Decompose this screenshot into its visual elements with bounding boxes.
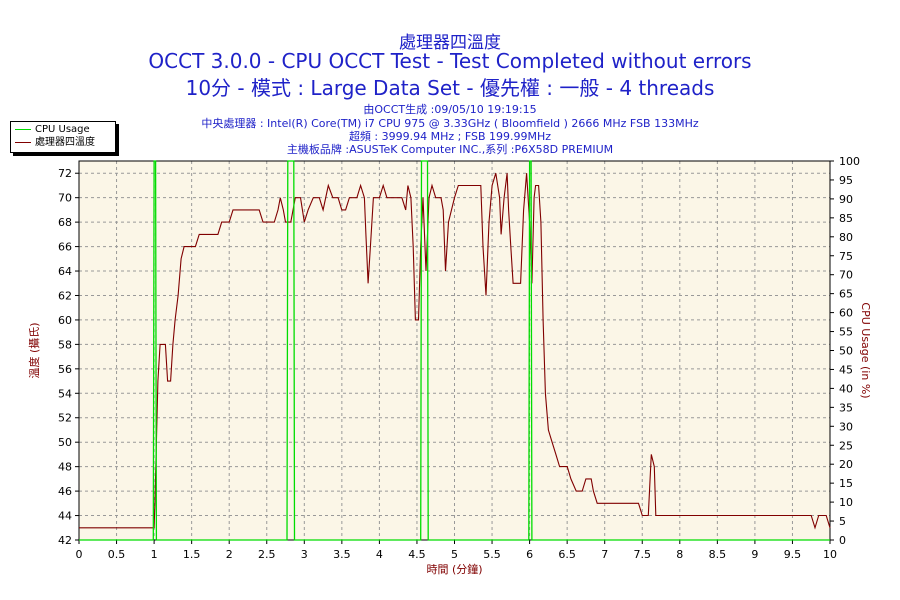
y-left-tick-label: 46 <box>58 485 72 498</box>
x-axis-label: 時間 (分鐘) <box>426 562 482 576</box>
y-axis-right-label: CPU Usage (in %) <box>859 302 872 398</box>
x-tick-label: 2.5 <box>258 548 276 561</box>
y-left-tick-label: 54 <box>58 387 72 400</box>
y-left-tick-label: 58 <box>58 338 72 351</box>
y-right-tick-label: 25 <box>839 439 853 452</box>
legend-label-cpu-usage: CPU Usage <box>35 124 90 135</box>
y-right-tick-label: 95 <box>839 174 853 187</box>
info-generated: 由OCCT生成 :09/05/10 19:19:15 <box>363 103 537 116</box>
y-left-tick-label: 44 <box>58 510 72 523</box>
y-axis-left-label: 溫度 (攝氏) <box>27 322 41 378</box>
x-tick-label: 4 <box>376 548 383 561</box>
y-right-tick-label: 40 <box>839 382 853 395</box>
legend-item-cpu-usage: CPU Usage <box>15 124 90 136</box>
y-right-tick-label: 90 <box>839 193 853 206</box>
x-tick-label: 7.5 <box>634 548 652 561</box>
y-left-tick-label: 52 <box>58 412 72 425</box>
x-tick-label: 5.5 <box>483 548 501 561</box>
y-right-tick-label: 30 <box>839 420 853 433</box>
legend-swatch-temp <box>15 141 31 143</box>
y-right-tick-label: 35 <box>839 401 853 414</box>
plot-area <box>79 161 830 540</box>
y-right-tick-label: 5 <box>839 515 846 528</box>
x-tick-label: 7 <box>601 548 608 561</box>
ticks: 0 0.5 1 1.5 2 2.5 3 3.5 4 4.5 5 5.5 6 6.5 7 7.5 8 8.5 9 9.5… <box>58 155 860 561</box>
x-tick-label: 6.5 <box>558 548 576 561</box>
y-left-tick-label: 42 <box>58 534 72 547</box>
y-left-tick-label: 60 <box>58 314 72 327</box>
y-left-tick-label: 66 <box>58 241 72 254</box>
y-right-tick-label: 70 <box>839 269 853 282</box>
x-tick-label: 4.5 <box>408 548 426 561</box>
y-right-tick-label: 50 <box>839 345 853 358</box>
chart-subtitle-2: 10分 - 模式 : Large Data Set - 優先權 : 一般 - 4… <box>185 76 715 100</box>
y-right-tick-label: 0 <box>839 534 846 547</box>
x-tick-label: 1.5 <box>183 548 201 561</box>
x-tick-label: 8 <box>676 548 683 561</box>
x-tick-label: 3 <box>301 548 308 561</box>
y-left-tick-label: 48 <box>58 461 72 474</box>
legend-item-temp: 處理器四溫度 <box>15 137 95 149</box>
legend-swatch-cpu-usage <box>15 128 31 130</box>
y-right-tick-label: 80 <box>839 231 853 244</box>
x-tick-label: 9 <box>751 548 758 561</box>
chart-title: 處理器四溫度 <box>399 33 501 53</box>
y-right-tick-label: 10 <box>839 496 853 509</box>
y-right-tick-label: 55 <box>839 326 853 339</box>
x-tick-label: 10 <box>823 548 837 561</box>
y-left-tick-label: 68 <box>58 216 72 229</box>
x-tick-label: 1 <box>151 548 158 561</box>
y-right-tick-label: 45 <box>839 363 853 376</box>
series-lines <box>79 160 831 541</box>
info-cpu: 中央處理器 : Intel(R) Core(TM) i7 CPU 975 @ 3… <box>201 117 699 130</box>
x-tick-label: 0.5 <box>108 548 126 561</box>
y-right-tick-label: 60 <box>839 307 853 320</box>
y-right-tick-label: 75 <box>839 250 853 263</box>
x-tick-label: 6 <box>526 548 533 561</box>
x-tick-label: 2 <box>226 548 233 561</box>
series-line-cpu-usage <box>79 160 830 541</box>
y-left-tick-label: 56 <box>58 363 72 376</box>
y-right-tick-label: 15 <box>839 477 853 490</box>
y-right-tick-label: 65 <box>839 288 853 301</box>
x-tick-label: 5 <box>451 548 458 561</box>
legend: CPU Usage 處理器四溫度 <box>10 121 116 153</box>
y-left-tick-label: 72 <box>58 167 72 180</box>
y-left-tick-label: 64 <box>58 265 72 278</box>
x-tick-label: 3.5 <box>333 548 351 561</box>
y-right-tick-label: 100 <box>839 155 860 168</box>
x-tick-label: 9.5 <box>784 548 802 561</box>
y-left-tick-label: 62 <box>58 289 72 302</box>
x-tick-label: 8.5 <box>709 548 727 561</box>
chart-subtitle-1: OCCT 3.0.0 - CPU OCCT Test - Test Comple… <box>148 49 752 73</box>
y-left-tick-label: 50 <box>58 436 72 449</box>
info-overclock: 超頻 : 3999.94 MHz ; FSB 199.99MHz <box>348 130 552 143</box>
x-tick-label: 0 <box>76 548 83 561</box>
y-right-tick-label: 85 <box>839 212 853 225</box>
legend-label-temp: 處理器四溫度 <box>35 137 95 148</box>
y-right-tick-label: 20 <box>839 458 853 471</box>
info-motherboard: 主機板品牌 :ASUSTeK Computer INC.,系列 :P6X58D … <box>286 143 614 156</box>
y-left-tick-label: 70 <box>58 192 72 205</box>
